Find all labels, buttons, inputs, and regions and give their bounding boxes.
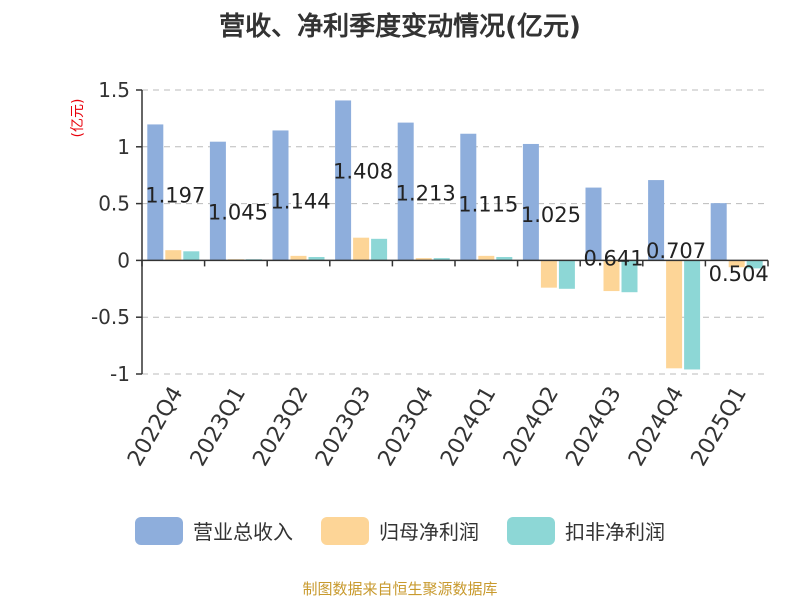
x-tick-label: 2024Q4 [624, 383, 689, 471]
x-tick-label: 2025Q1 [687, 383, 752, 471]
y-tick-label: -0.5 [91, 305, 130, 329]
deducted-net-profit-bar [371, 238, 388, 261]
parent-net-profit-bar [478, 255, 495, 261]
parent-net-profit-bar [415, 258, 432, 261]
y-tick-label: 0.5 [98, 192, 130, 216]
revenue-data-label: 1.144 [270, 189, 330, 213]
deducted-net-profit-bar [684, 260, 701, 370]
deducted-net-profit-bar [433, 258, 450, 261]
deducted-net-profit-bar [496, 256, 513, 261]
source-footer: 制图数据来自恒生聚源数据库 [302, 580, 498, 598]
x-tick-label: 2023Q4 [374, 383, 439, 471]
x-tick-label: 2023Q1 [186, 383, 251, 471]
revenue-data-label: 0.504 [709, 262, 769, 286]
parent-net-profit-bar [540, 260, 557, 288]
deducted-net-profit-bar [746, 260, 763, 269]
legend-label-parent-net-profit: 归母净利润 [379, 520, 479, 544]
x-tick-label: 2024Q2 [499, 383, 564, 471]
revenue-data-label: 0.707 [646, 239, 706, 263]
deducted-net-profit-bar [183, 251, 200, 261]
legend-label-revenue: 营业总收入 [193, 520, 293, 544]
y-axis-label: (亿元) [70, 99, 86, 138]
revenue-bar [147, 124, 164, 261]
revenue-bar [335, 100, 352, 261]
revenue-data-label: 0.641 [583, 247, 643, 271]
legend-item-parent-net-profit[interactable]: 归母净利润 [321, 516, 479, 545]
y-tick-label: 0 [117, 248, 130, 272]
x-tick-label: 2024Q3 [561, 383, 626, 471]
y-tick-label: -1 [110, 362, 130, 386]
chart-title: 营收、净利季度变动情况(亿元) [219, 12, 581, 42]
legend-swatch-deducted-net-profit [507, 516, 555, 545]
parent-net-profit-bar [290, 255, 307, 261]
x-tick-label: 2023Q3 [311, 383, 376, 471]
revenue-data-label: 1.197 [145, 183, 205, 207]
revenue-bar [522, 143, 539, 261]
revenue-bar [397, 122, 414, 261]
x-tick-label: 2023Q2 [248, 383, 313, 471]
revenue-bar [460, 133, 477, 261]
legend-item-deducted-net-profit[interactable]: 扣非净利润 [507, 516, 665, 545]
revenue-bar [585, 187, 602, 261]
revenue-bar [710, 203, 727, 261]
revenue-data-label: 1.045 [208, 201, 268, 225]
deducted-net-profit-bar [308, 256, 325, 261]
legend-swatch-parent-net-profit [321, 516, 369, 545]
parent-net-profit-bar [728, 260, 745, 268]
y-tick-label: 1.5 [98, 78, 130, 102]
revenue-bar [648, 180, 665, 261]
legend-swatch-revenue [135, 516, 183, 545]
revenue-bar [272, 130, 289, 261]
parent-net-profit-bar [353, 237, 370, 261]
parent-net-profit-bar [603, 260, 620, 292]
revenue-data-label: 1.025 [521, 203, 581, 227]
parent-net-profit-bar [165, 250, 182, 261]
legend-item-revenue[interactable]: 营业总收入 [135, 516, 293, 545]
revenue-data-label: 1.408 [333, 159, 393, 183]
revenue-data-label: 1.115 [458, 193, 518, 217]
legend: 营业总收入 归母净利润 扣非净利润 [0, 516, 800, 545]
parent-net-profit-bar [666, 260, 683, 369]
revenue-bar [209, 141, 226, 261]
y-tick-label: 1 [117, 135, 130, 159]
x-tick-label: 2024Q1 [436, 383, 501, 471]
deducted-net-profit-bar [558, 260, 575, 289]
revenue-data-label: 1.213 [396, 182, 456, 206]
deducted-net-profit-bar [621, 260, 638, 293]
legend-label-deducted-net-profit: 扣非净利润 [565, 520, 665, 544]
x-tick-label: 2022Q4 [123, 383, 188, 471]
